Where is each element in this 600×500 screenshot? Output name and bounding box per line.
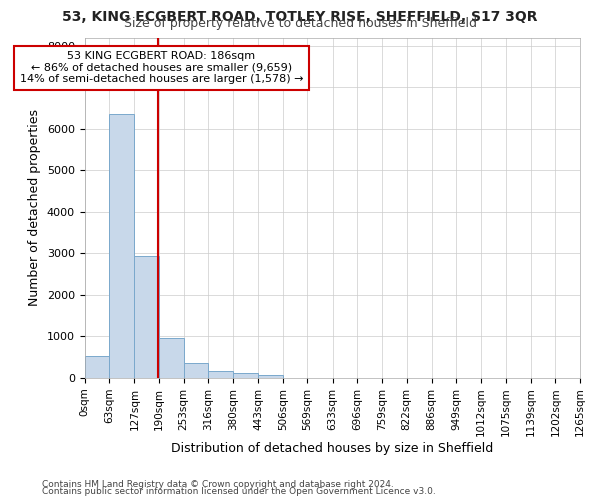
Text: Contains public sector information licensed under the Open Government Licence v3: Contains public sector information licen… — [42, 487, 436, 496]
X-axis label: Distribution of detached houses by size in Sheffield: Distribution of detached houses by size … — [171, 442, 493, 455]
Bar — [184, 362, 208, 378]
Bar — [85, 356, 109, 378]
Text: Contains HM Land Registry data © Crown copyright and database right 2024.: Contains HM Land Registry data © Crown c… — [42, 480, 394, 489]
Bar — [208, 371, 233, 378]
Bar — [109, 114, 134, 378]
Text: Size of property relative to detached houses in Sheffield: Size of property relative to detached ho… — [124, 18, 476, 30]
Bar — [159, 338, 184, 378]
Text: 53 KING ECGBERT ROAD: 186sqm
← 86% of detached houses are smaller (9,659)
14% of: 53 KING ECGBERT ROAD: 186sqm ← 86% of de… — [20, 51, 303, 84]
Y-axis label: Number of detached properties: Number of detached properties — [28, 109, 41, 306]
Text: 53, KING ECGBERT ROAD, TOTLEY RISE, SHEFFIELD, S17 3QR: 53, KING ECGBERT ROAD, TOTLEY RISE, SHEF… — [62, 10, 538, 24]
Bar — [134, 256, 159, 378]
Bar — [258, 374, 283, 378]
Bar — [233, 373, 258, 378]
